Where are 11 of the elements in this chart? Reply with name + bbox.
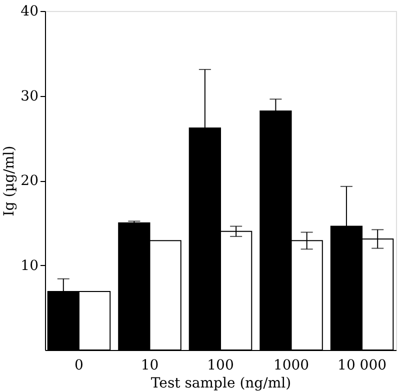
y-axis-title: Ig (µg/ml)	[2, 146, 18, 216]
x-axis-title: Test sample (ng/ml)	[150, 376, 292, 392]
y-tick-label: 20	[20, 173, 38, 189]
y-tick-label: 40	[20, 4, 38, 20]
x-tick-label: 100	[207, 358, 234, 374]
x-tick-label: 1000	[273, 358, 310, 374]
x-tick-label: 10 000	[338, 358, 387, 374]
x-tick-label: 10	[140, 358, 159, 374]
y-tick-label: 10	[20, 258, 38, 274]
x-tick-label: 0	[74, 358, 84, 374]
y-tick-label: 30	[20, 88, 38, 104]
